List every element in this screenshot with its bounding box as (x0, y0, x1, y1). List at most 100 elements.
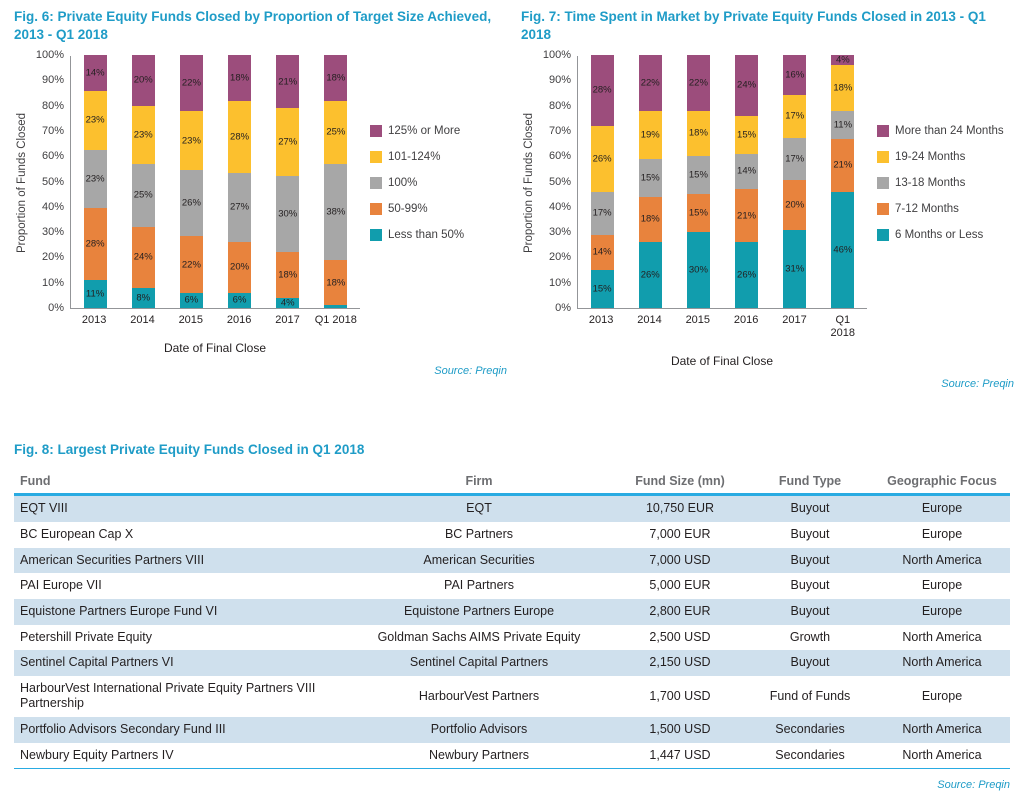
bar-segment-label: 25% (133, 189, 153, 201)
stacked-bar: 26% 18% 15% 19% 22% (638, 55, 662, 308)
bar-segment: 18% (638, 196, 662, 243)
bar-segment: 15% (735, 115, 759, 154)
table-cell: 1,700 USD (649, 688, 711, 703)
legend-label: 13-18 Months (895, 176, 966, 189)
table-cell: EQT (466, 501, 492, 516)
bar-segment-label: 11% (85, 288, 105, 300)
fig7-plot-column: 15% 14% 17% 26% 28% 26% 18% 15% 19% 22% 30% 15% 15% 1… (577, 55, 867, 368)
table-row: Portfolio Advisors Secondary Fund III Por… (14, 717, 1010, 743)
bar-segment-label: 26% (181, 197, 201, 209)
y-tick-label: 10% (548, 276, 571, 289)
y-tick-label: 90% (548, 74, 571, 87)
legend-item: 7-12 Months (877, 202, 1004, 215)
table-cell: 1,500 USD (649, 722, 711, 736)
bar-segment: 30% (276, 176, 300, 253)
stacked-bar: 4% 18% 30% 27% 21% (276, 55, 300, 308)
bar-segment-label: 8% (136, 292, 151, 304)
fig7-x-ticks: 2013 2014 2015 2016 2017 Q1 2018 (577, 314, 867, 340)
bar-segment: 20% (131, 55, 155, 106)
y-tick-label: 20% (41, 251, 64, 264)
bar-segment: 23% (179, 111, 203, 171)
bar-segment: 21% (276, 55, 300, 109)
fig8-table-body: EQT VIII EQT 10,750 EUR Buyout Europe BC Euro… (14, 494, 1010, 769)
bar-segment-label: 21% (278, 75, 298, 87)
legend-label: 50-99% (388, 202, 428, 215)
bar-segment-label: 28% (592, 84, 612, 96)
bar-segment-label: 18% (833, 82, 853, 94)
table-cell: Buyout (790, 578, 830, 593)
table-cell: Europe (921, 501, 963, 516)
bar-segment-label: 14% (737, 165, 757, 177)
bar-segment-label: 23% (181, 134, 201, 146)
y-tick-label: 0% (48, 302, 64, 314)
table-cell: Equistone Partners Europe (403, 603, 555, 618)
legend-item: More than 24 Months (877, 124, 1004, 137)
bar-segment: 16% (783, 55, 807, 96)
bar-segment-label: 18% (326, 276, 346, 288)
bar-segment: 24% (131, 227, 155, 288)
stacked-bar: 46% 21% 11% 18% 4% (831, 55, 855, 308)
legend-item: 100% (370, 176, 464, 189)
bar-segment-label: 20% (230, 261, 250, 273)
bar-segment: 17% (590, 191, 614, 235)
table-cell: Equistone Partners Europe Fund VI (20, 603, 218, 618)
bar-segment: 25% (131, 163, 155, 228)
legend-label: 6 Months or Less (895, 228, 984, 241)
column-header: Fund (14, 469, 344, 497)
table-cell: North America (902, 552, 982, 567)
table-row: Equistone Partners Europe Fund VI Equisto… (14, 598, 1010, 625)
fig7-title: Fig. 7: Time Spent in Market by Private … (521, 9, 986, 42)
bar-segment-label: 16% (785, 69, 805, 81)
table-cell: Growth (789, 629, 831, 644)
table-cell: 2,150 USD (649, 655, 711, 670)
fig6-y-axis-label: Proportion of Funds Closed (16, 112, 28, 253)
legend-swatch (370, 176, 382, 189)
legend-swatch (370, 228, 382, 241)
column-header: Fund Type (746, 469, 874, 497)
legend-item: 13-18 Months (877, 176, 1004, 189)
bar-segment-label: 18% (640, 213, 660, 225)
bar-segment-label: 20% (785, 199, 805, 211)
bar-segment-label: 23% (133, 128, 153, 140)
bar-segment-label: 18% (230, 72, 250, 84)
table-cell: 2,500 USD (649, 629, 711, 644)
fig6-plot-area: 11% 28% 23% 23% 14% 8% 24% 25% 23% 20% 6% 22% 26% 23%… (70, 55, 360, 309)
bar-segment-label: 4% (835, 54, 850, 66)
y-tick-label: 20% (548, 251, 571, 264)
y-tick-label: 40% (41, 200, 64, 213)
bar-segment: 11% (831, 110, 855, 139)
bar-segment: 18% (324, 259, 348, 306)
bar-segment: 18% (686, 110, 710, 157)
stacked-bar: 26% 21% 14% 15% 24% (735, 55, 759, 308)
legend-swatch (877, 228, 889, 241)
legend-label: 100% (388, 176, 418, 189)
table-row: EQT VIII EQT 10,750 EUR Buyout Europe (14, 494, 1010, 522)
bar-segment: 24% (735, 55, 759, 116)
column-header: Firm (344, 469, 614, 497)
bar-segment-label: 6% (232, 294, 247, 306)
table-row: BC European Cap X BC Partners 7,000 EUR Buy… (14, 522, 1010, 548)
bar-segment-label: 15% (688, 169, 708, 181)
table-cell: Sentinel Capital Partners VI (20, 655, 174, 670)
table-cell: Newbury Partners (428, 747, 530, 762)
bar-segment-label: 30% (278, 208, 298, 220)
fig8-source: Source: Preqin (937, 779, 1010, 792)
bar-segment-label: 21% (737, 209, 757, 221)
bar-segment-label: 25% (326, 126, 346, 138)
y-tick-label: 50% (548, 175, 571, 188)
bar-segment-label: 15% (640, 171, 660, 183)
bar-segment: 23% (83, 149, 107, 209)
stacked-bar: 11% 28% 23% 23% 14% (83, 55, 107, 308)
table-cell: North America (902, 655, 982, 670)
legend-swatch (877, 150, 889, 163)
bar-segment-label: 18% (688, 127, 708, 139)
bar-segment-label: 14% (592, 246, 612, 258)
table-cell: North America (902, 747, 982, 762)
stacked-bar: 31% 20% 17% 17% 16% (783, 55, 807, 308)
figure-7: Fig. 7: Time Spent in Market by Private … (521, 8, 1014, 390)
bar-segment: 27% (228, 172, 252, 242)
figure-6: Fig. 6: Private Equity Funds Closed by P… (14, 8, 507, 390)
bar-segment: 31% (783, 230, 807, 308)
y-tick-label: 30% (548, 226, 571, 239)
table-cell: HarbourVest International Private Equity… (20, 680, 316, 711)
